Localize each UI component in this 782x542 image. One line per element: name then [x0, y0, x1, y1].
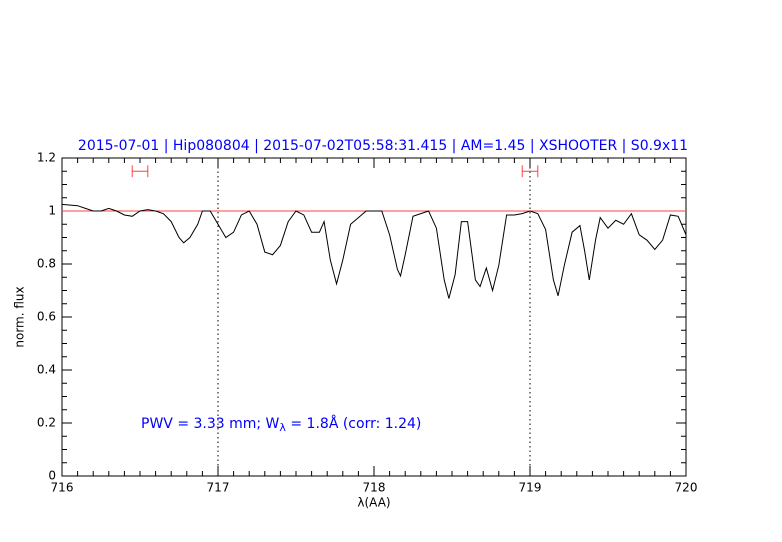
- x-tick-label: 720: [675, 481, 698, 495]
- annotation-part: PWV = 3.33 mm; W: [141, 416, 280, 432]
- y-tick-label: 1.2: [37, 151, 56, 165]
- y-tick-label: 0: [48, 469, 56, 483]
- chart-title: 2015-07-01 | Hip080804 | 2015-07-02T05:5…: [78, 138, 688, 154]
- spectrum-line: [61, 203, 687, 299]
- x-tick-label: 719: [519, 481, 542, 495]
- annotation: PWV = 3.33 mm; Wλ = 1.8Å (corr: 1.24): [141, 415, 421, 434]
- region-marker: [131, 165, 149, 178]
- y-tick-label: 0.6: [37, 310, 56, 324]
- y-axis-label: norm. flux: [13, 286, 27, 347]
- annotation-part: λ: [279, 421, 286, 434]
- region-marker: [521, 165, 539, 178]
- y-tick-label: 0.4: [37, 363, 56, 377]
- y-tick-label: 0.8: [37, 257, 56, 271]
- x-axis-label: λ(AA): [357, 496, 390, 510]
- x-tick-label: 718: [363, 481, 386, 495]
- y-tick-label: 1: [48, 204, 56, 218]
- x-tick-label: 717: [207, 481, 230, 495]
- x-tick-label: 716: [51, 481, 74, 495]
- annotation-part: = 1.8Å (corr: 1.24): [286, 415, 421, 432]
- y-tick-label: 0.2: [37, 416, 56, 430]
